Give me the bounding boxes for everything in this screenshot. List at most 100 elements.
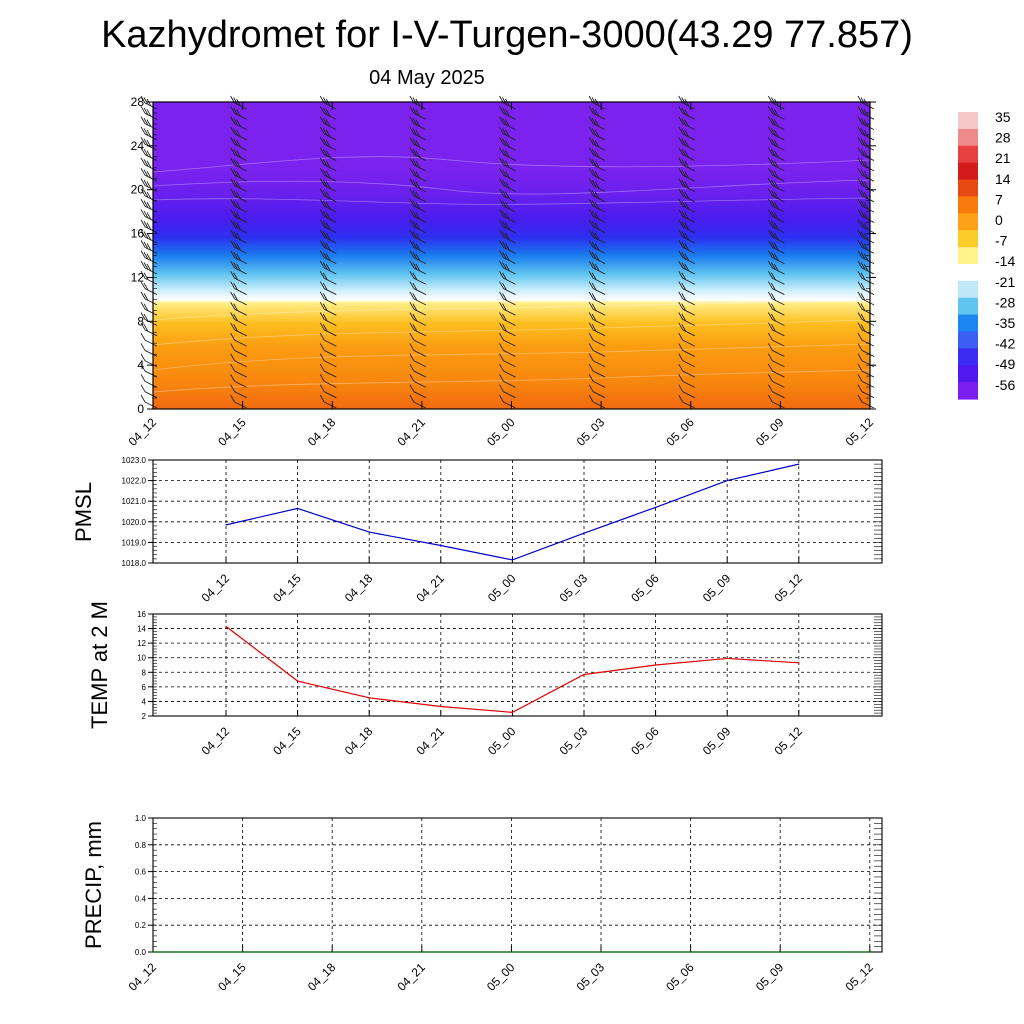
- wind-barb: [230, 167, 247, 182]
- x-tick-label: 04_21: [394, 960, 428, 994]
- wind-barb: [767, 250, 785, 265]
- wind-barb: [319, 126, 337, 141]
- y-tick-label: 8: [142, 668, 147, 677]
- colorbar-swatch: [958, 230, 978, 248]
- wind-barb: [857, 312, 875, 326]
- wind-barb: [319, 116, 337, 131]
- wind-barb: [230, 374, 247, 388]
- wind-barb: [857, 219, 875, 234]
- panel-temp-data-point: [726, 657, 728, 660]
- wind-barb: [230, 219, 247, 234]
- temp-panel: TEMP at 2 M 2 4 6 8 10 12 14 16 04_12 04_15 04_18 0…: [87, 601, 883, 758]
- wind-barb: [678, 312, 695, 326]
- wind-barb: [857, 126, 875, 141]
- heatmap-y-tick-label: 16: [131, 227, 145, 241]
- panel-precip-data-point: [600, 951, 602, 953]
- panel-temp-data-point: [440, 705, 442, 708]
- wind-barb: [230, 271, 247, 285]
- x-tick-label: 04_12: [126, 960, 160, 994]
- colorbar-label: 0: [995, 212, 1003, 228]
- heatmap-x-tick-label: 05_03: [574, 415, 608, 449]
- x-tick-label: 04_15: [270, 571, 304, 605]
- panel-temp-data-point: [297, 680, 299, 682]
- wind-barb: [409, 147, 427, 161]
- wind-barb: [230, 353, 247, 368]
- wind-barb: [140, 157, 158, 172]
- wind-barb: [767, 374, 785, 388]
- wind-barb: [409, 250, 427, 265]
- colorbar-swatch: [958, 280, 978, 299]
- y-tick-label: 0.4: [135, 894, 147, 903]
- heatmap-x-tick-label: 04_12: [126, 415, 160, 449]
- wind-barb: [857, 229, 875, 244]
- wind-barb: [140, 219, 158, 234]
- wind-barb: [409, 343, 427, 357]
- wind-barb: [767, 301, 785, 316]
- wind-barb: [767, 126, 785, 141]
- wind-barb: [230, 229, 247, 244]
- wind-barb: [319, 198, 337, 213]
- heatmap-y-ticks: 0 4 8 12 16 20 24 28: [131, 95, 876, 416]
- wind-barb: [678, 343, 695, 357]
- colorbar-label: -42: [995, 336, 1015, 352]
- wind-barb: [409, 209, 427, 223]
- wind-barb: [409, 271, 427, 285]
- wind-barb: [319, 322, 337, 337]
- wind-barb: [499, 332, 516, 347]
- wind-barb: [499, 240, 516, 254]
- wind-barb: [499, 363, 516, 378]
- wind-barb: [319, 353, 337, 368]
- wind-barb: [499, 291, 516, 306]
- wind-barb: [767, 147, 785, 161]
- wind-barb: [499, 281, 516, 295]
- wind-barb: [409, 260, 427, 275]
- wind-barb: [588, 116, 606, 131]
- panel-precip-data-point: [869, 951, 871, 953]
- wind-barb: [319, 188, 337, 203]
- panel-pmsl-data-point: [225, 524, 227, 526]
- x-tick-label: 05_12: [771, 724, 805, 758]
- panel-temp-data-point: [798, 662, 800, 664]
- wind-barb: [499, 157, 516, 172]
- wind-barb: [767, 281, 785, 295]
- wind-barb: [678, 384, 695, 399]
- wind-barb: [857, 384, 875, 399]
- wind-barb: [499, 312, 516, 326]
- wind-barb: [319, 343, 337, 357]
- wind-barb: [678, 374, 695, 388]
- heatmap-x-tick-label: 05_00: [484, 415, 518, 449]
- heatmap-x-tick-label: 05_09: [753, 415, 787, 449]
- wind-barb: [678, 394, 695, 409]
- wind-barb: [319, 167, 337, 182]
- x-tick-label: 05_03: [557, 571, 591, 605]
- y-tick-label: 16: [137, 610, 146, 619]
- wind-barb: [678, 271, 695, 285]
- wind-barb: [767, 137, 785, 151]
- heatmap-y-tick-label: 24: [131, 139, 145, 153]
- wind-barb: [140, 260, 158, 275]
- wind-barb: [409, 178, 427, 192]
- wind-barb: [140, 250, 158, 265]
- y-tick-label: 10: [137, 654, 146, 663]
- wind-barb: [767, 178, 785, 192]
- wind-barb: [767, 240, 785, 254]
- colorbar-swatch: [958, 382, 978, 400]
- x-tick-label: 05_09: [700, 724, 734, 758]
- panel-precip-data-point: [331, 951, 333, 953]
- heatmap-isotherms: [152, 156, 871, 393]
- wind-barb: [857, 178, 875, 192]
- colorbar-label: 21: [995, 150, 1011, 166]
- wind-barb: [588, 240, 606, 254]
- panel-precip-data-point: [690, 951, 692, 953]
- wind-barb: [140, 209, 158, 223]
- wind-barb: [857, 301, 875, 316]
- wind-barb: [319, 137, 337, 151]
- wind-barb: [230, 188, 247, 203]
- colorbar-swatch: [958, 128, 978, 147]
- y-tick-label: 12: [137, 639, 146, 648]
- wind-barb: [767, 363, 785, 378]
- x-tick-label: 05_06: [628, 724, 662, 758]
- heatmap-x-tick-label: 04_15: [215, 415, 249, 449]
- wind-barb: [409, 291, 427, 306]
